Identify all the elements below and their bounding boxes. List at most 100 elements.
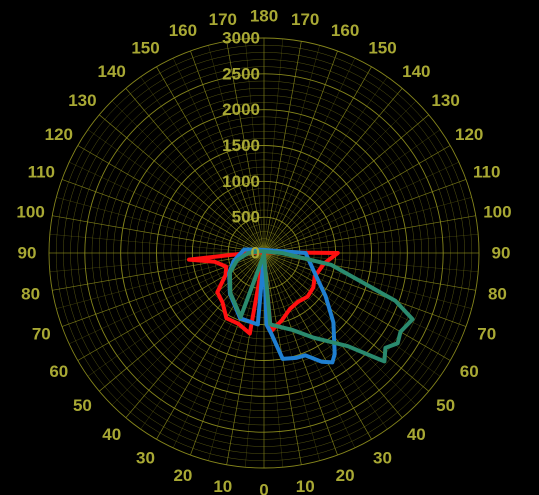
angle-tick-label: 100	[16, 202, 44, 221]
series-line-3	[227, 249, 415, 364]
angle-tick-label: 70	[477, 325, 496, 344]
radial-tick-label: 1000	[222, 172, 260, 191]
grid-spoke	[263, 252, 459, 345]
grid-spoke	[263, 145, 451, 254]
grid-spoke	[263, 179, 467, 254]
grid-spoke	[263, 197, 472, 254]
angle-tick-label: 90	[18, 244, 37, 263]
angle-tick-label: 20	[336, 466, 355, 485]
grid-spoke	[56, 197, 265, 254]
angle-tick-label: 120	[45, 125, 73, 144]
grid-spoke	[208, 252, 265, 461]
grid-spoke	[263, 234, 479, 254]
grid-spoke	[245, 38, 265, 254]
angle-tick-label: 110	[473, 162, 500, 181]
angle-tick-label: 30	[373, 449, 392, 468]
angle-tick-label: 90	[492, 244, 511, 263]
grid-spoke	[56, 252, 265, 309]
grid-spoke	[263, 114, 429, 254]
angle-tick-label: 160	[331, 21, 359, 40]
angle-tick-label: 160	[169, 21, 197, 40]
grid-spoke	[49, 234, 265, 254]
grid-spoke	[263, 252, 451, 361]
angle-tick-label: 30	[136, 449, 155, 468]
grid-spoke	[172, 58, 265, 254]
angle-tick-label: 170	[291, 10, 319, 29]
angle-tick-label: 50	[73, 396, 92, 415]
grid-spoke	[263, 76, 388, 254]
grid-spoke	[226, 41, 265, 254]
grid-spoke	[263, 129, 441, 254]
angle-tick-label: 120	[455, 125, 483, 144]
angle-tick-label: 40	[407, 425, 426, 444]
grid-spoke	[263, 50, 338, 254]
grid-spoke	[125, 252, 265, 418]
grid-spoke	[111, 100, 265, 254]
grid-spoke	[263, 252, 356, 448]
grid-spoke	[263, 161, 459, 254]
angle-tick-label: 20	[173, 466, 192, 485]
angle-tick-label: 40	[102, 425, 121, 444]
grid-spoke	[125, 88, 265, 254]
grid-spoke	[52, 252, 265, 291]
series-layer	[187, 247, 415, 365]
angle-tick-label: 0	[259, 481, 268, 495]
angle-tick-label: 140	[98, 62, 126, 81]
angle-tick-label: 80	[21, 285, 40, 304]
grid-spoke	[263, 58, 356, 254]
grid-spoke	[263, 45, 320, 254]
radial-tick-label: 0	[251, 244, 260, 263]
grid-spoke	[263, 41, 302, 254]
grid-spoke	[140, 252, 265, 430]
angle-tick-label: 10	[296, 477, 315, 495]
grid-spoke	[156, 252, 265, 440]
radial-tick-label: 2500	[222, 64, 260, 83]
grid-spoke	[263, 66, 372, 254]
grid-spoke	[263, 252, 429, 392]
grid-spoke	[77, 145, 265, 254]
angle-tick-label: 100	[483, 202, 511, 221]
grid-spoke	[99, 252, 265, 392]
radial-tick-label: 500	[232, 208, 260, 227]
grid-spoke	[263, 252, 338, 456]
grid-spoke	[52, 215, 265, 254]
angle-tick-label: 50	[436, 396, 455, 415]
angle-tick-label: 150	[368, 38, 396, 57]
grid-spoke	[263, 252, 472, 309]
grid-spoke	[263, 252, 372, 440]
grid-spoke	[87, 252, 265, 377]
grid-spoke	[111, 252, 265, 406]
angle-tick-label: 150	[131, 38, 159, 57]
angle-tick-label: 140	[402, 62, 430, 81]
angle-tick-label: 180	[250, 7, 278, 26]
grid-spoke	[61, 179, 265, 254]
angle-tick-label: 130	[431, 91, 459, 110]
grid-spoke	[99, 114, 265, 254]
angle-tick-label: 60	[460, 362, 479, 381]
grid-spoke	[156, 66, 265, 254]
grid-spoke	[263, 252, 441, 377]
angle-tick-label: 60	[49, 362, 68, 381]
grid-spoke	[263, 38, 283, 254]
angle-tick-label: 110	[28, 162, 55, 181]
grid-spoke	[263, 100, 417, 254]
angle-tick-label: 80	[488, 285, 507, 304]
angle-tick-label: 70	[32, 325, 51, 344]
grid-spoke	[172, 252, 265, 448]
grid-spoke	[208, 45, 265, 254]
grid-spoke	[190, 50, 265, 254]
grid-spoke	[87, 129, 265, 254]
radial-tick-label: 1500	[222, 136, 260, 155]
grid-spoke	[263, 252, 417, 406]
angle-tick-label: 170	[209, 10, 237, 29]
grid-spoke	[263, 88, 403, 254]
angle-tick-label: 130	[68, 91, 96, 110]
grid-spoke	[140, 76, 265, 254]
label-layer: 1801701601501401301201101009080706050403…	[16, 7, 511, 495]
grid-spoke	[263, 252, 467, 327]
angle-tick-label: 10	[213, 477, 232, 495]
radial-tick-label: 2000	[222, 100, 260, 119]
grid-spoke	[263, 215, 476, 254]
